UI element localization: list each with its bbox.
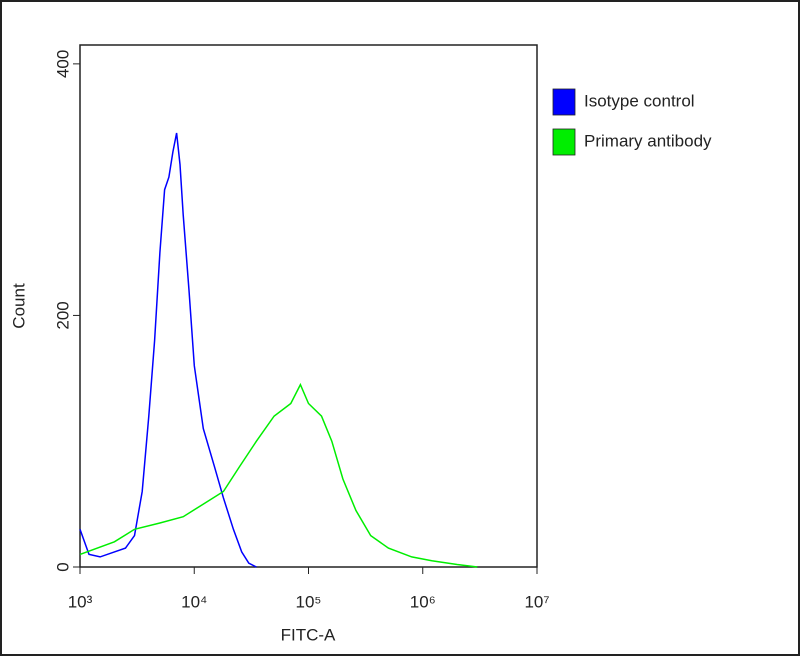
legend-swatch <box>552 128 576 156</box>
series-line <box>79 382 478 568</box>
y-tick-label: 400 <box>53 50 72 78</box>
legend-swatch <box>552 88 576 116</box>
x-tick-label: 10⁴ <box>181 592 207 611</box>
x-tick-label: 10³ <box>68 592 93 611</box>
x-tick-label: 10⁷ <box>524 592 549 611</box>
series-line <box>79 132 257 568</box>
y-tick-label: 0 <box>53 562 72 571</box>
x-axis-label: FITC-A <box>281 625 336 644</box>
legend-label: Isotype control <box>584 91 695 110</box>
y-axis-label: Count <box>9 283 28 329</box>
legend-label: Primary antibody <box>584 131 712 150</box>
x-tick-label: 10⁶ <box>410 592 436 611</box>
y-tick-label: 200 <box>53 301 72 329</box>
x-tick-label: 10⁵ <box>296 592 322 611</box>
